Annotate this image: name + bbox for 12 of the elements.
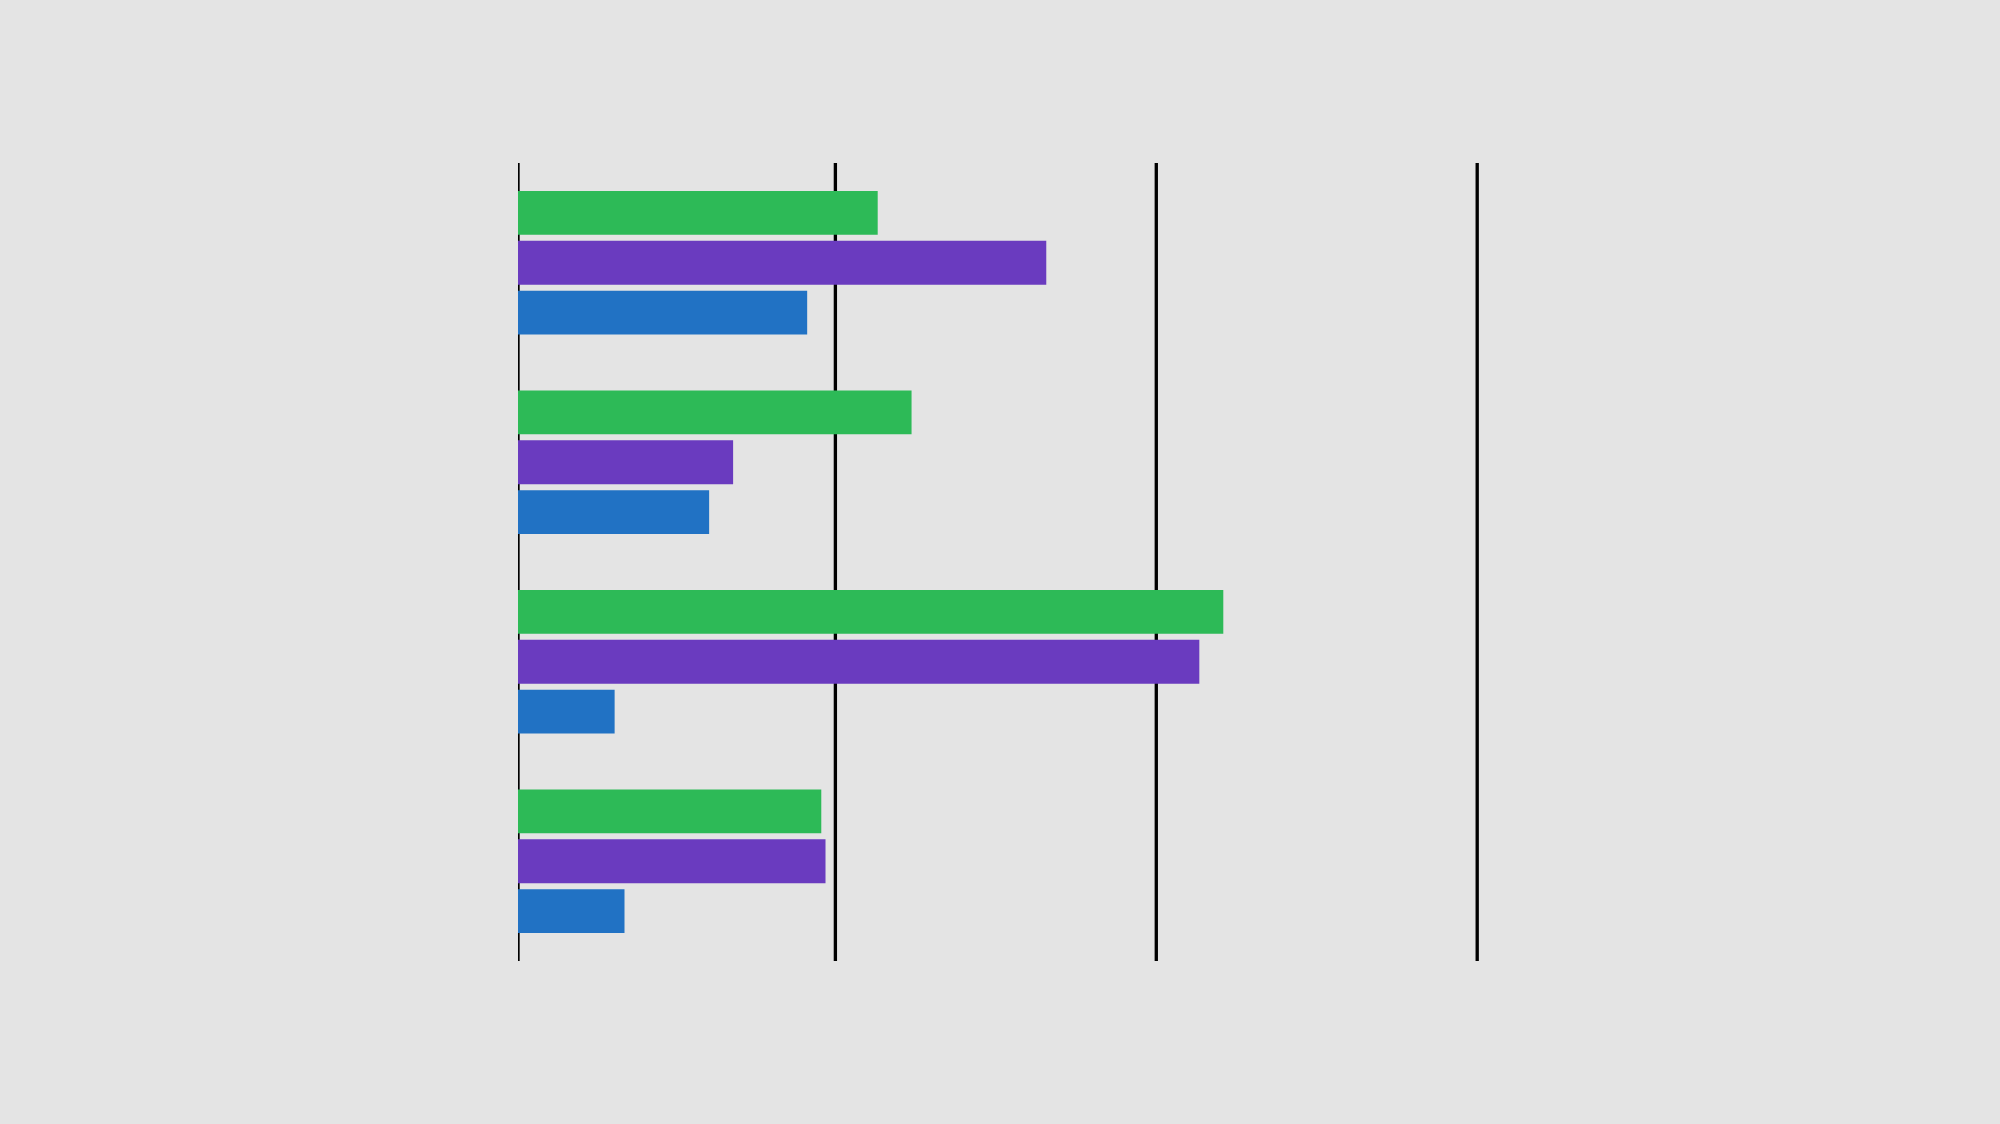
bar [518, 390, 912, 435]
bar [518, 689, 615, 734]
bar [518, 839, 826, 884]
bar [518, 240, 1047, 285]
bar [518, 589, 1224, 634]
bar [518, 290, 808, 335]
bar [518, 789, 822, 834]
bar [518, 639, 1200, 684]
bar [518, 490, 710, 535]
bar [518, 190, 878, 235]
bar [518, 440, 734, 485]
bar [518, 889, 625, 934]
